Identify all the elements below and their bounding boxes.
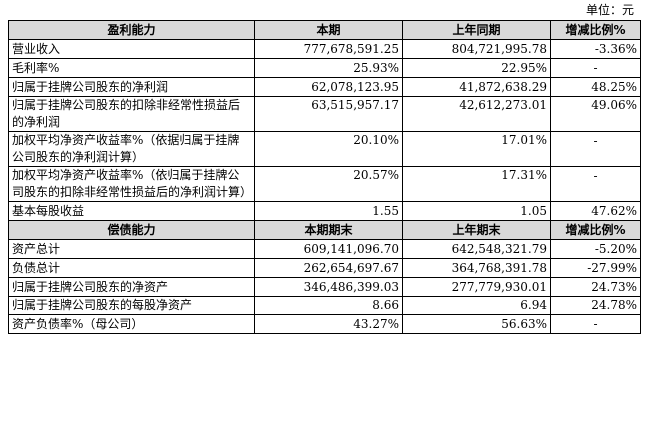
current-value: 777,678,591.25 (254, 39, 403, 59)
current-value: 262,654,697.67 (254, 258, 403, 278)
change-value: 48.25% (550, 77, 641, 97)
table-row: 加权平均净资产收益率%（依归属于挂牌公司股东的扣除非经常性损益后的净利润计算） … (8, 166, 641, 202)
prior-value: 1.05 (402, 201, 551, 221)
row-label: 毛利率% (8, 58, 255, 78)
unit-label: 单位：元 (585, 3, 634, 17)
row-label: 归属于挂牌公司股东的净资产 (8, 277, 255, 297)
row-label: 归属于挂牌公司股东的净利润 (8, 77, 255, 97)
table-row: 加权平均净资产收益率%（依据归属于挂牌公司股东的净利润计算） 20.10% 17… (8, 131, 641, 167)
row-label: 加权平均净资产收益率%（依据归属于挂牌公司股东的净利润计算） (8, 131, 255, 167)
table-row: 资产总计 609,141,096.70 642,548,321.79 -5.20… (8, 239, 641, 259)
change-value: -27.99% (550, 258, 641, 278)
current-value: 63,515,957.17 (254, 96, 403, 132)
header-cell: 上年同期 (402, 20, 551, 40)
table-row: 资产负债率%（母公司） 43.27% 56.63% - (8, 314, 641, 334)
table-row: 归属于挂牌公司股东的扣除非经常性损益后的净利润 63,515,957.17 42… (8, 96, 641, 132)
change-value: 24.78% (550, 296, 641, 315)
change-value: - (550, 166, 641, 202)
current-value: 20.57% (254, 166, 403, 202)
row-label: 营业收入 (8, 39, 255, 59)
header-cell: 本期 (254, 20, 403, 40)
prior-value: 804,721,995.78 (402, 39, 551, 59)
financial-table: 盈利能力 本期 上年同期 增减比例% 营业收入 777,678,591.25 8… (8, 20, 641, 334)
header-cell: 偿债能力 (8, 220, 255, 240)
prior-value: 277,779,930.01 (402, 277, 551, 297)
change-value: 24.73% (550, 277, 641, 297)
header-cell: 盈利能力 (8, 20, 255, 40)
change-value: 47.62% (550, 201, 641, 221)
table-row: 归属于挂牌公司股东的净利润 62,078,123.95 41,872,638.2… (8, 77, 641, 97)
row-label: 归属于挂牌公司股东的扣除非经常性损益后的净利润 (8, 96, 255, 132)
row-label: 资产总计 (8, 239, 255, 259)
table-row: 负债总计 262,654,697.67 364,768,391.78 -27.9… (8, 258, 641, 278)
table-row: 归属于挂牌公司股东的净资产 346,486,399.03 277,779,930… (8, 277, 641, 297)
debt-header-row: 偿债能力 本期期末 上年期末 增减比例% (8, 220, 641, 240)
header-cell: 增减比例% (550, 220, 641, 240)
prior-value: 642,548,321.79 (402, 239, 551, 259)
change-value: -3.36% (550, 39, 641, 59)
prior-value: 6.94 (402, 296, 551, 315)
change-value: 49.06% (550, 96, 641, 132)
row-label: 加权平均净资产收益率%（依归属于挂牌公司股东的扣除非经常性损益后的净利润计算） (8, 166, 255, 202)
table-row: 毛利率% 25.93% 22.95% - (8, 58, 641, 78)
prior-value: 56.63% (402, 314, 551, 334)
row-label: 归属于挂牌公司股东的每股净资产 (8, 296, 255, 315)
change-value: - (550, 314, 641, 334)
row-label: 资产负债率%（母公司） (8, 314, 255, 334)
prior-value: 22.95% (402, 58, 551, 78)
header-cell: 增减比例% (550, 20, 641, 40)
header-cell: 本期期末 (254, 220, 403, 240)
current-value: 8.66 (254, 296, 403, 315)
prior-value: 41,872,638.29 (402, 77, 551, 97)
row-label: 负债总计 (8, 258, 255, 278)
header-cell: 上年期末 (402, 220, 551, 240)
current-value: 25.93% (254, 58, 403, 78)
current-value: 20.10% (254, 131, 403, 167)
current-value: 62,078,123.95 (254, 77, 403, 97)
current-value: 609,141,096.70 (254, 239, 403, 259)
profit-header-row: 盈利能力 本期 上年同期 增减比例% (8, 20, 641, 40)
prior-value: 364,768,391.78 (402, 258, 551, 278)
table-row: 基本每股收益 1.55 1.05 47.62% (8, 201, 641, 221)
current-value: 1.55 (254, 201, 403, 221)
table-row: 营业收入 777,678,591.25 804,721,995.78 -3.36… (8, 39, 641, 59)
prior-value: 17.31% (402, 166, 551, 202)
current-value: 346,486,399.03 (254, 277, 403, 297)
change-value: - (550, 58, 641, 78)
change-value: -5.20% (550, 239, 641, 259)
current-value: 43.27% (254, 314, 403, 334)
change-value: - (550, 131, 641, 167)
table-row: 归属于挂牌公司股东的每股净资产 8.66 6.94 24.78% (8, 296, 641, 315)
prior-value: 42,612,273.01 (402, 96, 551, 132)
prior-value: 17.01% (402, 131, 551, 167)
row-label: 基本每股收益 (8, 201, 255, 221)
